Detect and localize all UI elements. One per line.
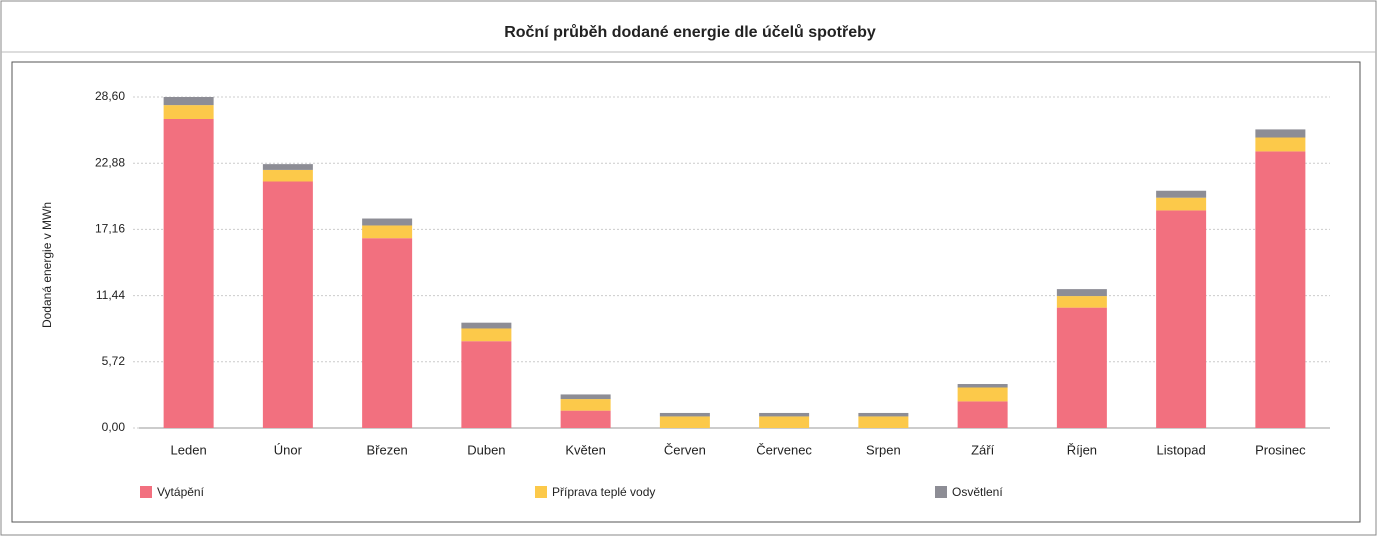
bar-segment [362, 225, 413, 239]
chart-title: Roční průběh dodané energie dle účelů sp… [504, 24, 876, 41]
y-tick-label: 5,72 [102, 354, 126, 368]
panel [0, 0, 1377, 536]
x-tick-label: Únor [274, 442, 303, 457]
legend-swatch [935, 486, 947, 498]
bar-segment [1255, 129, 1306, 138]
bar-segment [262, 164, 313, 170]
bar-segment [262, 169, 313, 182]
bar-segment [957, 387, 1008, 402]
x-tick-label: Červen [664, 442, 706, 457]
bar-segment [560, 394, 611, 400]
bar-segment [362, 238, 413, 428]
bar-segment [858, 412, 909, 417]
bar-segment [560, 399, 611, 411]
y-tick-label: 28,60 [95, 89, 125, 103]
bar-segment [461, 328, 512, 342]
bar-segment [1156, 210, 1207, 428]
x-tick-label: Září [971, 442, 995, 457]
legend-swatch [140, 486, 152, 498]
legend-swatch [535, 486, 547, 498]
bar-segment [163, 118, 214, 429]
bar-segment [1156, 197, 1207, 211]
bar-segment [759, 412, 810, 417]
x-tick-label: Červenec [756, 442, 812, 457]
y-tick-label: 22,88 [95, 155, 125, 169]
y-tick-label: 11,44 [96, 288, 125, 302]
legend-label: Osvětlení [952, 485, 1003, 499]
bar-segment [1255, 151, 1306, 428]
bar-segment [659, 412, 710, 417]
y-axis-label: Dodaná energie v MWh [40, 202, 54, 328]
bar-segment [1056, 296, 1107, 308]
bar-segment [1056, 289, 1107, 297]
bar-segment [262, 181, 313, 428]
x-tick-label: Listopad [1157, 442, 1206, 457]
legend-label: Příprava teplé vody [552, 485, 655, 499]
x-tick-label: Říjen [1067, 442, 1097, 457]
bar-segment [560, 410, 611, 428]
x-tick-label: Srpen [866, 442, 901, 457]
bar-segment [461, 341, 512, 428]
bar-segment [1255, 137, 1306, 152]
bar-segment [759, 416, 810, 428]
x-tick-label: Duben [467, 442, 505, 457]
x-tick-label: Leden [171, 442, 207, 457]
bar-segment [163, 97, 214, 106]
bar-segment [362, 218, 413, 226]
bar-segment [659, 416, 710, 428]
bar-segment [1156, 190, 1207, 198]
legend-label: Vytápění [157, 485, 205, 499]
chart-frame [11, 61, 1361, 523]
x-tick-label: Březen [367, 442, 408, 457]
bar-segment [858, 416, 909, 428]
bar-segment [1056, 307, 1107, 428]
bar-segment [163, 105, 214, 119]
x-tick-label: Prosinec [1255, 442, 1306, 457]
bar-segment [461, 322, 512, 329]
x-tick-label: Květen [565, 442, 605, 457]
y-tick-label: 0,00 [102, 420, 126, 434]
bar-segment [957, 384, 1008, 388]
bar-segment [957, 401, 1008, 428]
y-tick-label: 17,16 [95, 222, 125, 236]
